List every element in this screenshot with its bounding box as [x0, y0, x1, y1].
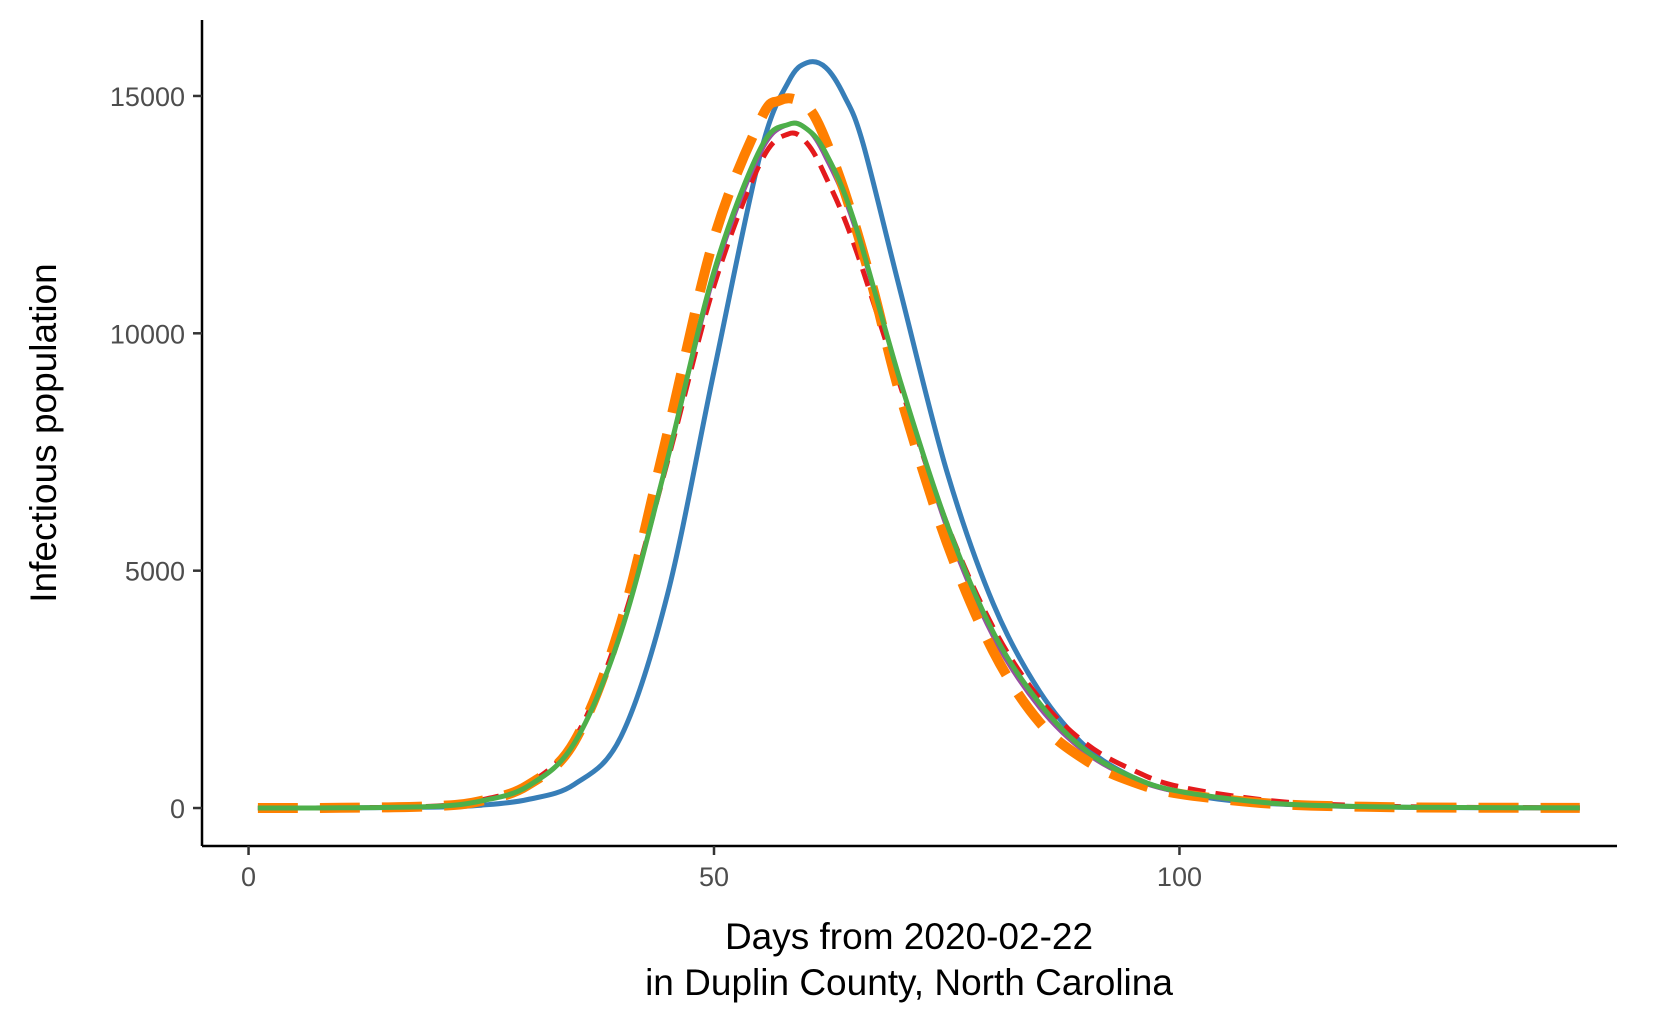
- series-line-4: [257, 93, 1580, 814]
- y-tick-label: 10000: [110, 319, 185, 349]
- y-axis-title: Infectious population: [23, 263, 64, 602]
- x-tick-label: 100: [1157, 862, 1202, 892]
- x-axis-ticks: 0 50 100: [241, 846, 1202, 892]
- x-tick-label: 0: [241, 862, 256, 892]
- y-tick-label: 0: [170, 794, 185, 824]
- y-tick-label: 15000: [110, 82, 185, 112]
- x-axis-title-line1: Days from 2020-02-22: [725, 916, 1093, 957]
- x-tick-label: 50: [699, 862, 729, 892]
- y-tick-label: 5000: [125, 557, 185, 587]
- series-line-5: [257, 120, 1580, 811]
- x-axis-title-line2: in Duplin County, North Carolina: [645, 962, 1173, 1003]
- series-line-3: [257, 120, 1580, 811]
- plot-area: [257, 59, 1580, 814]
- y-axis-ticks: 0 5000 10000 15000: [110, 82, 202, 824]
